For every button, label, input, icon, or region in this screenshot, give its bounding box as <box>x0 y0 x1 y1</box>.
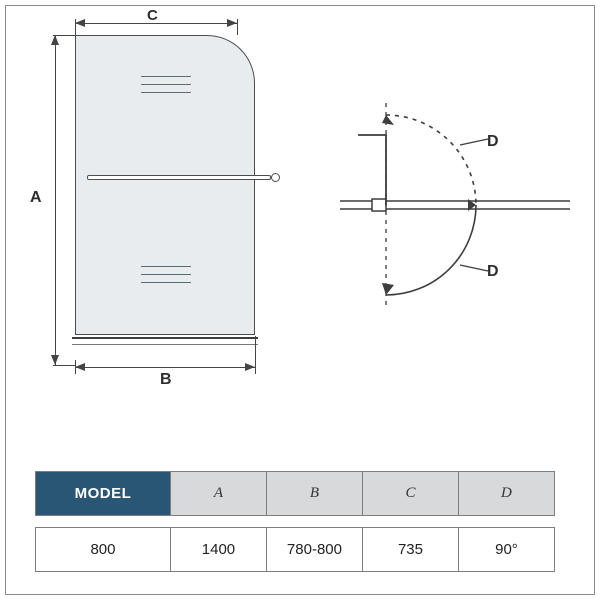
dim-c-ext-right <box>237 19 238 35</box>
dim-a-line <box>55 35 56 365</box>
table-header-row: MODEL A B C D <box>36 472 555 516</box>
base-profile <box>72 337 258 345</box>
dim-c-arrow-right <box>227 19 237 27</box>
col-b: B <box>266 472 362 516</box>
dim-c-label: C <box>147 7 158 24</box>
swing-diagram <box>340 95 570 315</box>
cell-a: 1400 <box>170 528 266 572</box>
table-row: 800 1400 780-800 735 90° <box>36 528 555 572</box>
dim-d-label-lower: D <box>487 263 499 281</box>
glass-mark <box>141 84 191 85</box>
cell-d: 90° <box>458 528 554 572</box>
glass-mark <box>141 282 191 283</box>
glass-mark <box>141 274 191 275</box>
col-c: C <box>362 472 458 516</box>
glass-mark <box>141 92 191 93</box>
dim-b-line <box>75 367 255 368</box>
dim-d-label-upper: D <box>487 133 499 151</box>
dim-b-label: B <box>160 371 172 389</box>
dim-b-ext-right <box>255 336 256 374</box>
dim-b-arrow-right <box>245 363 255 371</box>
towel-bar-cap <box>271 173 280 182</box>
glass-mark <box>141 76 191 77</box>
dim-a-arrow-bot <box>51 355 59 365</box>
glass-panel <box>75 35 255 335</box>
cell-model: 800 <box>36 528 171 572</box>
col-a: A <box>170 472 266 516</box>
dim-b-arrow-left <box>75 363 85 371</box>
glass-mark <box>141 266 191 267</box>
cell-c: 735 <box>362 528 458 572</box>
dim-a-label: A <box>30 189 42 207</box>
diagram-area: A C B <box>5 5 595 425</box>
cell-b: 780-800 <box>266 528 362 572</box>
col-model: MODEL <box>36 472 171 516</box>
dim-c-arrow-left <box>75 19 85 27</box>
col-d: D <box>458 472 554 516</box>
dim-a-arrow-top <box>51 35 59 45</box>
dim-a-ext-bot <box>53 365 75 366</box>
spec-table: MODEL A B C D 800 1400 780-800 735 90° <box>35 471 555 572</box>
panel-drawing <box>75 35 285 375</box>
towel-bar <box>87 175 271 180</box>
